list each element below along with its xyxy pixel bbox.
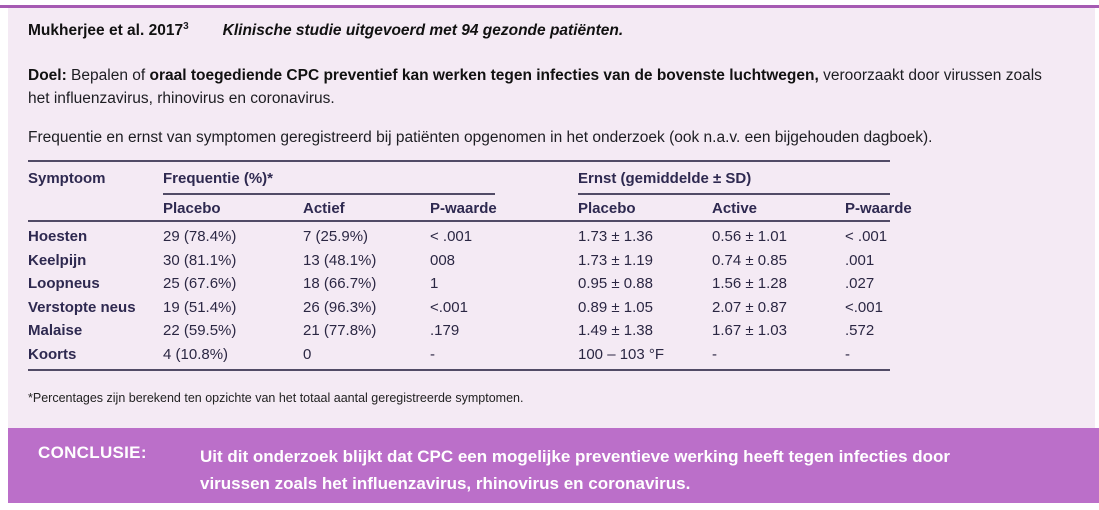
table-cell: 22 (59.5%): [163, 322, 237, 339]
top-accent-line: [0, 5, 1099, 8]
study-note: Klinische studie uitgevoerd met 94 gezon…: [222, 22, 624, 39]
subheader-freq-p-waarde: P-waarde: [430, 195, 578, 222]
table-cell: 100 – 103 °F: [578, 345, 665, 363]
table-row-symptom: Koorts: [28, 345, 77, 363]
table-intro-sentence: Frequentie en ernst van symptomen geregi…: [28, 129, 933, 146]
frequency-group-underline: [163, 193, 495, 195]
subheader-freq-actief: Actief: [303, 195, 430, 222]
table-cell: .027: [845, 275, 875, 292]
severity-group-underline: [578, 193, 890, 195]
table-cell: 30 (81.1%): [163, 251, 237, 269]
table-cell: <.001: [430, 298, 468, 316]
table-cell: 0.95 ± 0.88: [578, 275, 653, 292]
subheader-empty: [28, 195, 163, 222]
group-header-frequency-label: Frequentie (%)*: [163, 170, 274, 187]
subheader-freq-placebo: Placebo: [163, 195, 303, 222]
table-cell: -: [430, 345, 435, 363]
table-cell: 21 (77.8%): [303, 322, 377, 339]
table-cell: 13 (48.1%): [303, 251, 377, 269]
table-cell: 4 (10.8%): [163, 345, 229, 363]
subheader-ernst-placebo: Placebo: [578, 195, 712, 222]
goal-bold-text: oraal toegediende CPC preventief kan wer…: [149, 67, 819, 84]
column-header-symptom: Symptoom: [28, 170, 106, 187]
table-cell: .572: [845, 322, 875, 339]
table-cell: 1.49 ± 1.38: [578, 322, 653, 339]
table-cell: 008: [430, 251, 456, 269]
study-panel: Mukherjee et al. 20173 Klinische studie u…: [8, 8, 1095, 428]
table-row-symptom: Hoesten: [28, 228, 88, 245]
subheader-ernst-p-waarde: P-waarde: [845, 195, 912, 222]
table-cell: 18 (66.7%): [303, 275, 377, 292]
table-cell: 25 (67.6%): [163, 275, 237, 292]
table-cell: 2.07 ± 0.87: [712, 298, 787, 316]
subheader-ernst-active: Active: [712, 195, 845, 222]
table-cell: 1.73 ± 1.36: [578, 228, 653, 245]
table-cell: 26 (96.3%): [303, 298, 377, 316]
group-header-frequency: Frequentie (%)*: [163, 162, 578, 195]
table-row-symptom: Loopneus: [28, 275, 100, 292]
table-cell: < .001: [845, 228, 888, 245]
table-row-symptom: Malaise: [28, 322, 83, 339]
table-cell: 1.67 ± 1.03: [712, 322, 787, 339]
table-footnote: *Percentages zijn berekend ten opzichte …: [28, 391, 524, 405]
table-cell: 19 (51.4%): [163, 298, 237, 316]
table-row-symptom: Verstopte neus: [28, 298, 136, 316]
group-header-severity-label: Ernst (gemiddelde ± SD): [578, 170, 752, 187]
table-cell: 0: [303, 345, 312, 363]
study-title: Mukherjee et al. 2017: [28, 22, 184, 39]
table-cell: < .001: [430, 228, 473, 245]
goal-text-1: Bepalen of: [66, 67, 150, 84]
goal-text-2: veroorzaakt door virussen zoals het infl…: [28, 67, 1042, 107]
study-header: Mukherjee et al. 20173 Klinische studie u…: [28, 21, 623, 40]
table-cell: 7 (25.9%): [303, 228, 369, 245]
table-cell: <.001: [845, 298, 883, 316]
table-cell: 1: [430, 275, 439, 292]
conclusion-text: Uit dit onderzoek blijkt dat CPC een mog…: [200, 447, 951, 493]
study-reference-superscript: 3: [183, 21, 189, 32]
table-cell: -: [712, 345, 717, 363]
symptoms-table: Symptoom Frequentie (%)* Ernst (gemiddel…: [28, 160, 912, 371]
goal-paragraph: Doel: Bepalen of oraal toegediende CPC p…: [28, 64, 1048, 110]
table-cell: 0.74 ± 0.85: [712, 251, 787, 269]
conclusion-label: CONCLUSIE:: [38, 443, 147, 462]
group-header-severity: Ernst (gemiddelde ± SD): [578, 162, 890, 195]
table-cell: 1.73 ± 1.19: [578, 251, 653, 269]
table-cell: 29 (78.4%): [163, 228, 237, 245]
conclusion-bar: CONCLUSIE: Uit dit onderzoek blijkt dat …: [8, 428, 1099, 503]
table-cell: 0.56 ± 1.01: [712, 228, 787, 245]
table-cell: 0.89 ± 1.05: [578, 298, 653, 316]
table-cell: 1.56 ± 1.28: [712, 275, 787, 292]
table-cell: -: [845, 345, 850, 363]
table-row-symptom: Keelpijn: [28, 251, 87, 269]
table-cell: .001: [845, 251, 875, 269]
goal-label: Doel:: [28, 67, 67, 84]
table-cell: .179: [430, 322, 460, 339]
